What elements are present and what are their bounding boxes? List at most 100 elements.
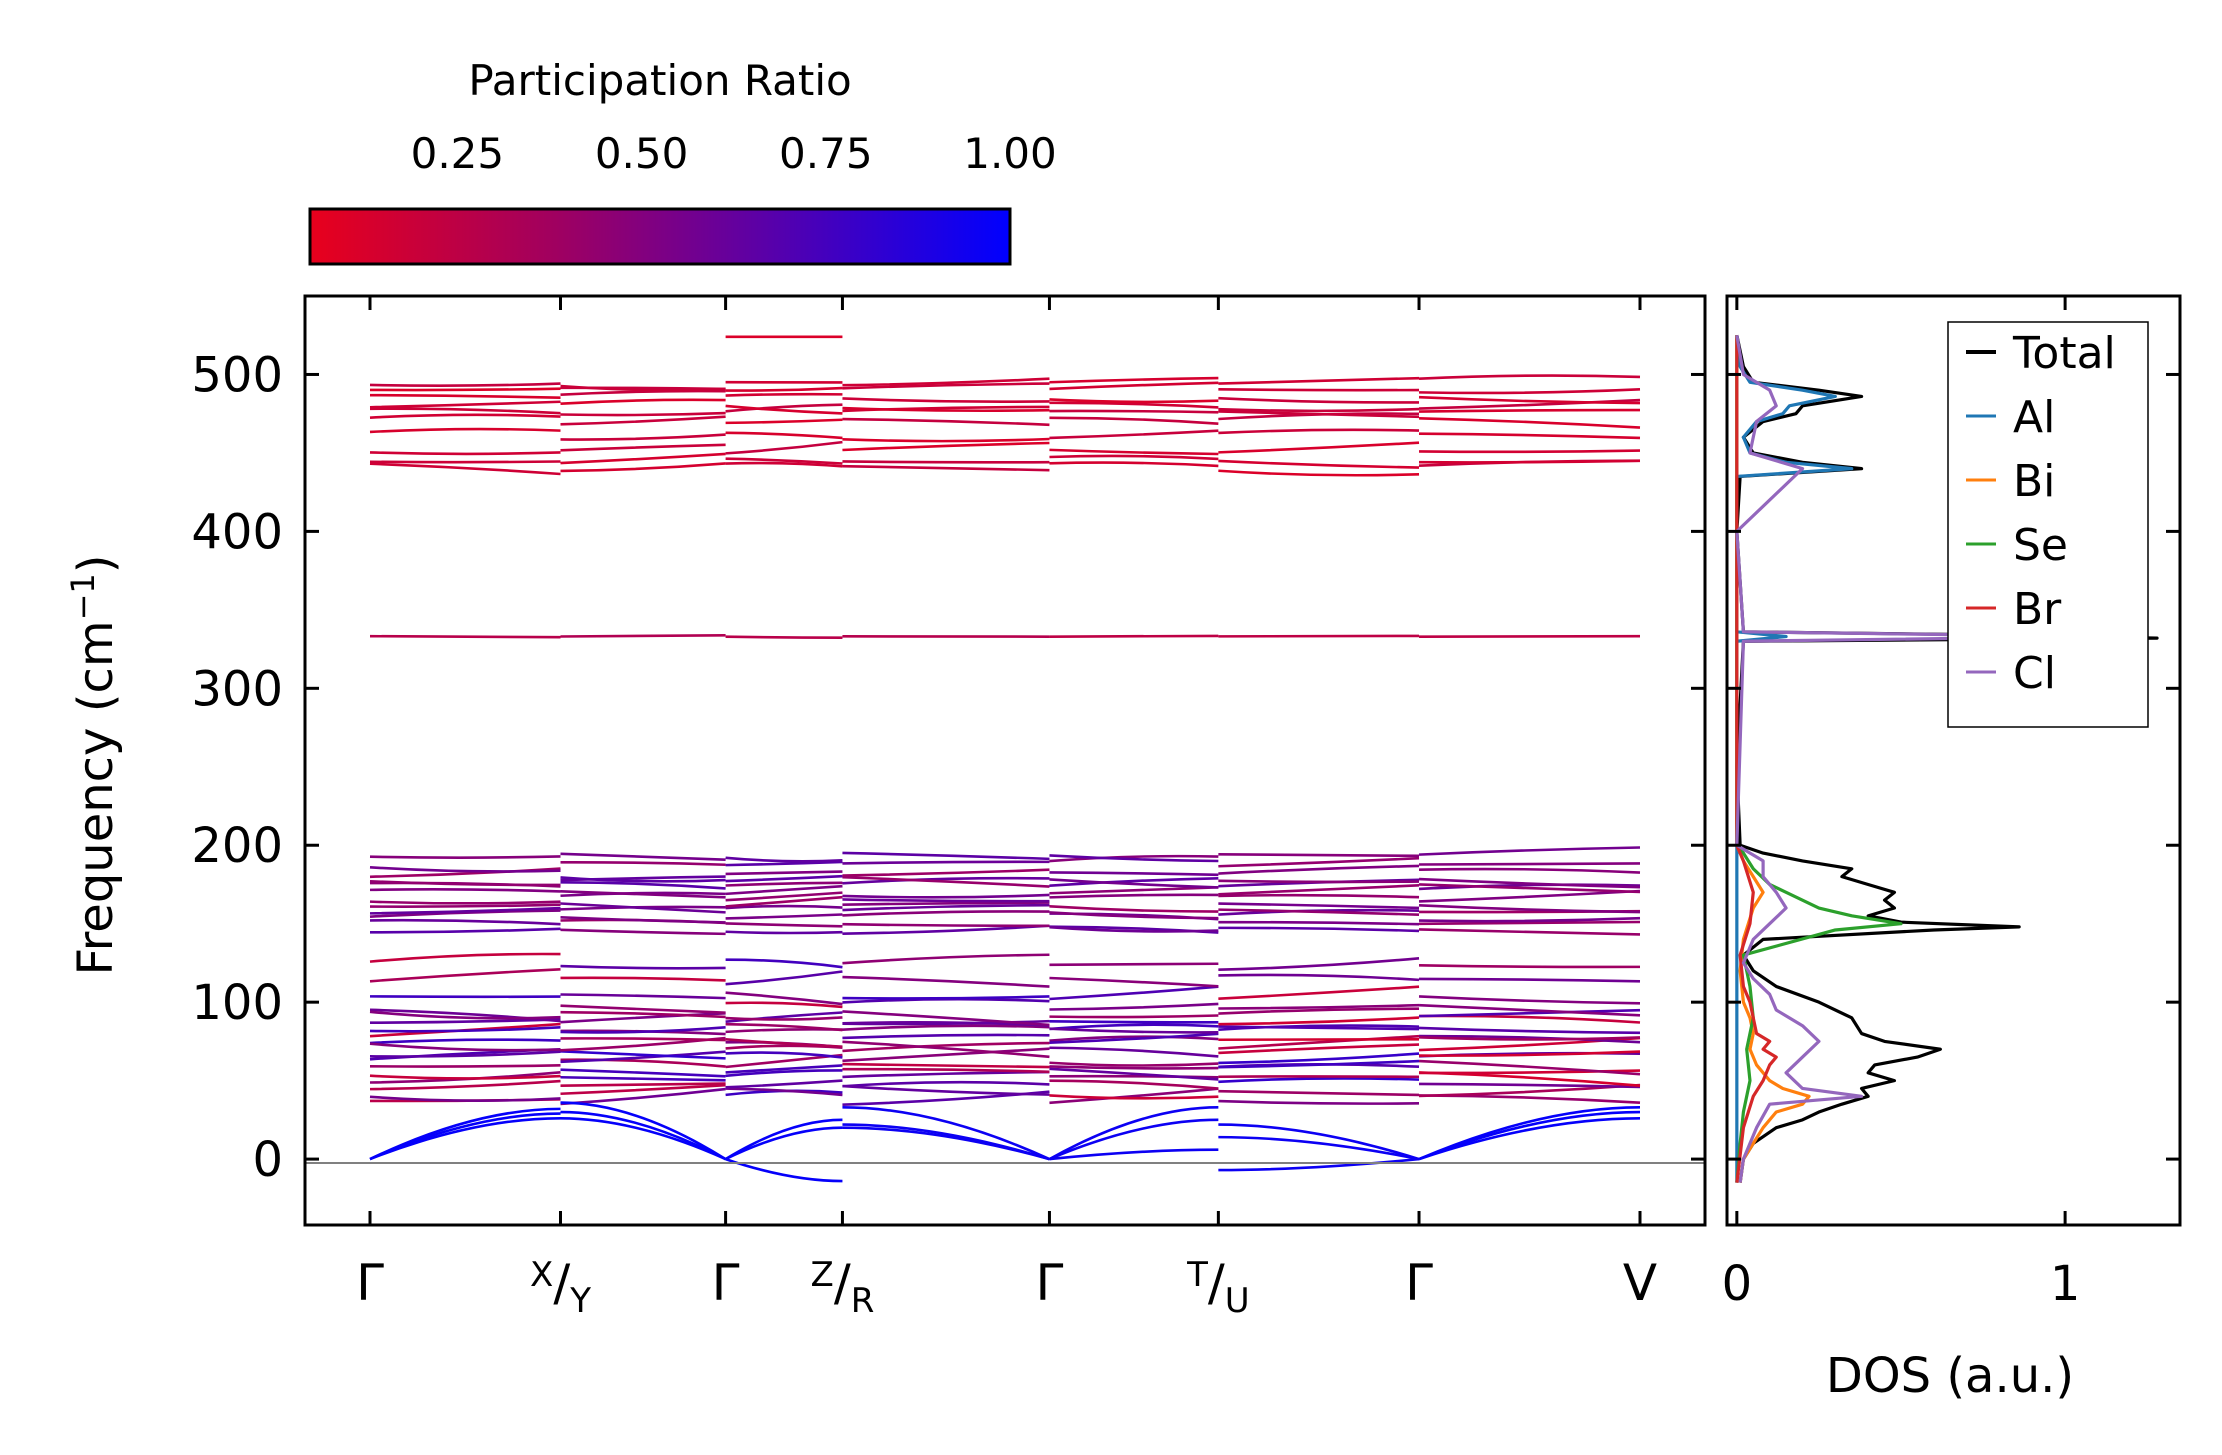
band-upper — [369, 393, 561, 399]
band-lower-high — [842, 893, 1050, 899]
band-upper — [1049, 448, 1219, 456]
band-upper — [560, 433, 726, 441]
band-lower-high — [842, 910, 1050, 917]
band-lower-high — [725, 895, 843, 908]
band-lower-low — [369, 1063, 561, 1068]
band-upper — [560, 389, 726, 396]
band-lower-high — [842, 922, 1050, 928]
band-upper — [1218, 459, 1420, 469]
band-lower-low — [1218, 1059, 1420, 1069]
band-lower-low — [1049, 962, 1219, 967]
band-upper — [1218, 469, 1420, 477]
band-upper — [725, 431, 843, 440]
acoustic-branch — [725, 1126, 843, 1161]
band-upper — [1049, 401, 1219, 409]
acoustic-branch — [369, 1116, 561, 1161]
band-lower-high — [369, 927, 561, 934]
band-lower-high — [1419, 862, 1641, 866]
band-lower-low — [369, 1038, 561, 1045]
legend-label-total: Total — [2012, 328, 2116, 379]
main-plot-frame — [303, 294, 1707, 1227]
band-upper — [369, 382, 561, 387]
band-lower-low — [842, 1067, 1050, 1074]
band-upper — [1049, 429, 1219, 440]
band-lower-low — [1049, 1014, 1219, 1019]
band-lower-low — [560, 1004, 726, 1014]
band-lower-low — [560, 1050, 726, 1060]
band-lower-low — [1218, 1007, 1420, 1015]
band-upper — [1049, 376, 1219, 384]
band-lower-low — [1218, 1089, 1420, 1097]
band-upper — [369, 451, 561, 456]
y-tick-label: 200 — [191, 818, 283, 874]
band-upper — [1218, 441, 1420, 454]
band-lower-low — [842, 1070, 1050, 1079]
band-lower-low — [842, 997, 1050, 1004]
band-lower-low — [1218, 1043, 1420, 1055]
band-lower-low — [369, 1095, 561, 1102]
band-lower-high — [1218, 908, 1420, 916]
band-lower-high — [1218, 879, 1420, 884]
band-upper — [842, 397, 1050, 404]
band-upper — [842, 406, 1050, 413]
kpoint-label: V — [1623, 1254, 1657, 1312]
band-lower-low — [1049, 1002, 1219, 1011]
band-lower-high — [1049, 925, 1219, 933]
band-structure-plot: 0 100 200 300 400 500 Γ X/Y Γ Z/R Γ T/U Γ V Frequency… — [64, 294, 1707, 1321]
band-lower-high — [1049, 871, 1219, 877]
colorbar: Participation Ratio 0.25 0.50 0.75 1.00 — [308, 56, 1057, 266]
band-upper — [725, 440, 843, 455]
band-lower-high — [1418, 846, 1641, 856]
band-upper — [1049, 416, 1219, 425]
band-lower-high — [1218, 864, 1420, 875]
band-middle — [725, 635, 843, 640]
band-lower-low — [1218, 1077, 1420, 1084]
band-lower-high — [1418, 889, 1641, 903]
legend-box — [1947, 321, 2149, 728]
colorbar-tick-label: 0.25 — [411, 129, 505, 178]
band-upper — [369, 413, 561, 419]
band-lower-low — [725, 1079, 843, 1089]
band-lower-high — [842, 901, 1050, 906]
band-lower-high — [842, 898, 1050, 903]
dos-lines — [1735, 334, 2159, 1183]
legend-label-se: Se — [2013, 520, 2068, 571]
dos-plot-frame — [1725, 294, 2182, 1227]
band-upper — [369, 460, 561, 464]
band-lower-low — [842, 1062, 1050, 1069]
band-lower-high — [369, 879, 561, 887]
band-lower-high — [560, 861, 726, 867]
band-lower-low — [1049, 1020, 1219, 1024]
main-axes: 0 100 200 300 400 500 Γ X/Y Γ Z/R Γ T/U Γ V — [191, 296, 1705, 1321]
acoustic-branch — [560, 1101, 727, 1161]
band-lower-low — [1418, 1003, 1641, 1017]
band-upper — [369, 387, 561, 392]
acoustic-branch — [1418, 1116, 1641, 1161]
band-lower-high — [842, 868, 1050, 877]
band-lower-low — [1218, 1024, 1420, 1031]
band-lower-high — [1049, 904, 1219, 913]
band-lower-low — [560, 1075, 726, 1082]
dos-x-tick-label: 1 — [2050, 1256, 2081, 1312]
band-lower-low — [842, 953, 1050, 965]
acoustic-branch — [842, 1123, 1050, 1161]
band-lower-high — [1049, 878, 1219, 889]
band-lower-low — [1419, 977, 1641, 983]
band-lower-low — [560, 1037, 726, 1042]
band-lower-low — [1218, 1099, 1420, 1105]
band-upper — [560, 398, 726, 406]
band-upper — [725, 386, 843, 392]
band-lower-high — [560, 916, 726, 924]
band-lower-low — [725, 1001, 843, 1009]
band-lower-high — [369, 855, 561, 859]
acoustic-branch — [1048, 1118, 1219, 1161]
band-lower-high — [1418, 903, 1641, 914]
band-lower-low — [1218, 973, 1420, 982]
band-lower-high — [369, 903, 561, 908]
band-upper — [725, 404, 843, 415]
band-upper — [842, 382, 1050, 390]
band-lower-high — [725, 922, 843, 928]
band-upper — [842, 437, 1050, 443]
y-tick-label: 500 — [191, 347, 283, 403]
